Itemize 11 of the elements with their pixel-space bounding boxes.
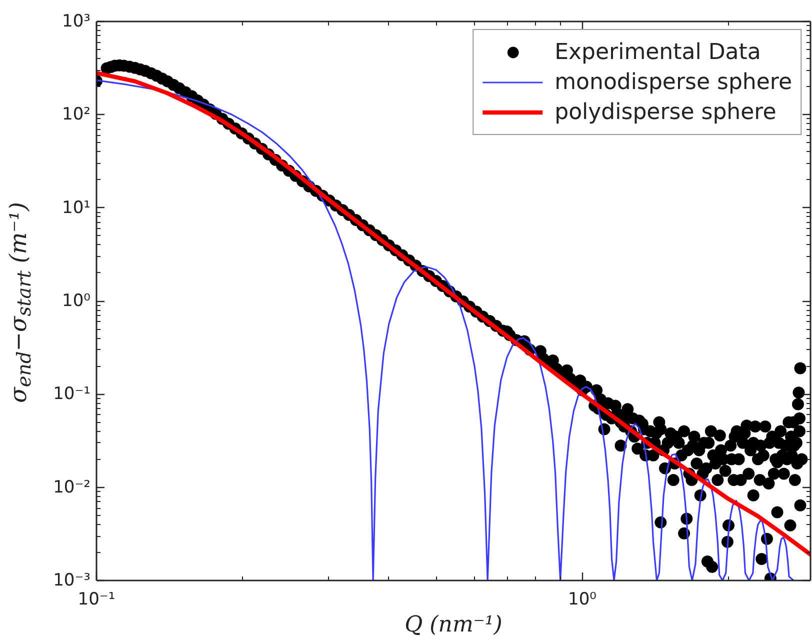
y-tick-label: 10⁰ (62, 291, 91, 311)
y-tick-label: 10² (62, 104, 91, 125)
legend-label: Experimental Data (554, 40, 761, 64)
y-tick-label: 10⁻³ (53, 570, 90, 590)
legend-label: monodisperse sphere (554, 70, 792, 94)
x-axis-title: Q (nm⁻¹) (404, 612, 502, 638)
legend-label: polydisperse sphere (554, 100, 776, 124)
y-tick-label: 10⁻² (53, 477, 90, 498)
y-tick-label: 10³ (62, 12, 91, 32)
y-tick-label: 10¹ (62, 198, 91, 218)
y-tick-label: 10⁻¹ (53, 384, 90, 404)
